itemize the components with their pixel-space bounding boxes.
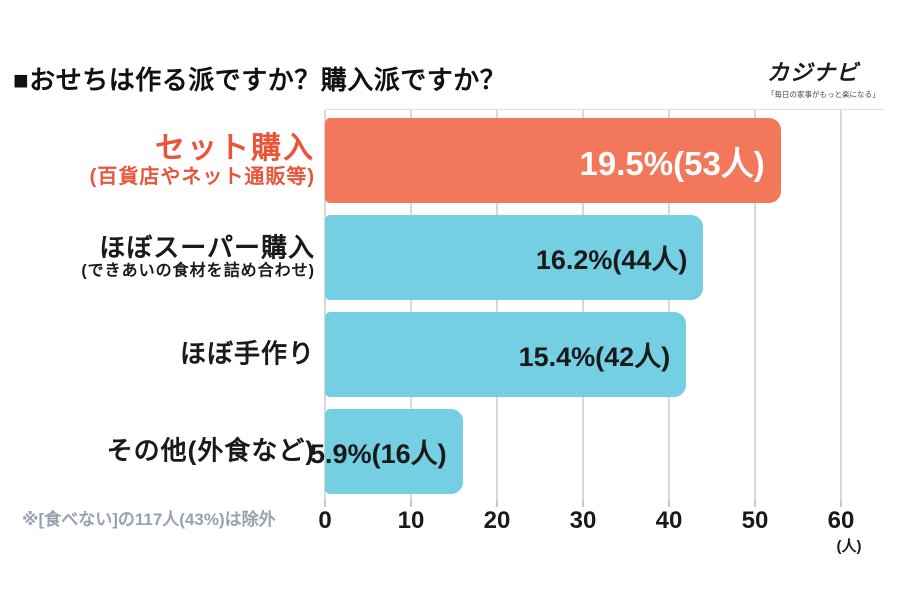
plot-area: 19.5%(53人) 16.2%(44人) 15.4%(42人) 5.9%(16…: [310, 110, 862, 555]
brand-logo-name: カジナビ: [767, 60, 860, 85]
bar-value-label: 19.5%(53人): [579, 144, 765, 182]
x-axis-tick-label: 0: [318, 507, 332, 534]
bar-supermarket: 16.2%(44人): [325, 215, 704, 300]
x-axis-unit-label: (人): [836, 538, 862, 555]
x-axis-tick: [840, 500, 842, 507]
category-label-main: ほぼ手作り: [179, 338, 315, 369]
category-label-main: セット購入: [155, 132, 315, 166]
gridline: [754, 110, 756, 500]
gridline: [410, 110, 412, 500]
bar-handmade: 15.4%(42人): [325, 312, 687, 397]
gridline: [582, 110, 584, 500]
x-axis-tick: [324, 500, 326, 507]
category-label-main: その他(外食など): [106, 435, 315, 466]
x-axis-tick: [496, 500, 498, 507]
category-label-supermarket: ほぼスーパー購入 (できあいの食材を詰め合わせ): [0, 233, 315, 280]
x-axis-tick: [410, 500, 412, 507]
x-axis-tick: [582, 500, 584, 507]
brand-logo: カジナビ 「毎日の家事がもっと楽になる」: [767, 55, 880, 100]
brand-logo-tagline: 「毎日の家事がもっと楽になる」: [767, 90, 880, 99]
category-label-sub: (できあいの食材を詰め合わせ): [81, 262, 315, 280]
category-label-set-purchase: セット購入 (百貨店やネット通販等): [0, 132, 315, 188]
x-axis-tick-label: 50: [741, 507, 769, 534]
plot-top-border: [325, 109, 884, 110]
x-axis-tick: [668, 500, 670, 507]
x-axis-tick-label: 10: [397, 507, 425, 534]
category-labels: セット購入 (百貨店やネット通販等) ほぼスーパー購入 (できあいの食材を詰め合…: [0, 110, 315, 500]
bar-value-label: 16.2%(44人): [535, 245, 688, 275]
category-label-other: その他(外食など): [0, 436, 315, 465]
x-axis-tick-label: 30: [569, 507, 597, 534]
bar-set-purchase: 19.5%(53人): [325, 118, 781, 203]
bar-value-label: 15.4%(42人): [518, 342, 671, 372]
exclusion-footnote: ※[食べない]の117人(43%)は除外: [22, 510, 276, 529]
bar-other: 5.9%(16人): [310, 409, 463, 494]
category-label-main: ほぼスーパー購入: [99, 232, 315, 263]
x-axis-tick-label: 40: [655, 507, 683, 534]
category-label-sub: (百貨店やネット通販等): [89, 165, 315, 188]
x-axis-tick: [754, 500, 756, 507]
x-axis-tick-label: 20: [483, 507, 511, 534]
gridline: [324, 110, 326, 500]
gridline: [668, 110, 670, 500]
bar-value-label: 5.9%(16人): [310, 439, 447, 469]
x-axis-tick-label: 60: [827, 507, 855, 534]
category-label-handmade: ほぼ手作り: [0, 339, 315, 368]
gridline: [496, 110, 498, 500]
gridline: [840, 110, 842, 500]
chart-title: ■おせちは作る派ですか？購入派ですか？: [13, 65, 507, 95]
